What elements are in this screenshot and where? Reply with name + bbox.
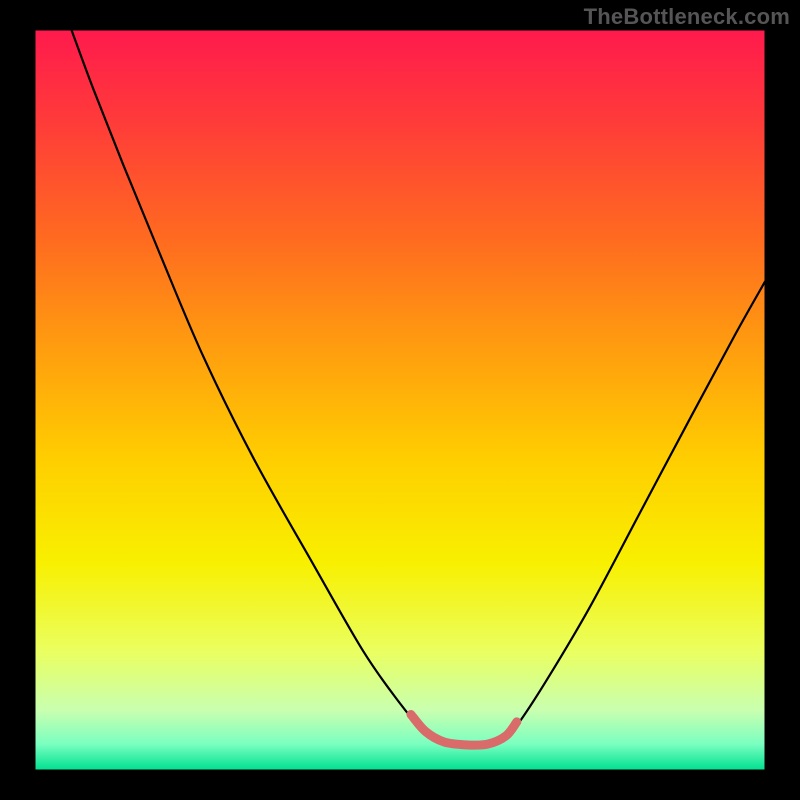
- bottleneck-chart: TheBottleneck.com: [0, 0, 800, 800]
- watermark-text: TheBottleneck.com: [584, 4, 790, 30]
- plot-background: [35, 30, 765, 770]
- chart-svg: [0, 0, 800, 800]
